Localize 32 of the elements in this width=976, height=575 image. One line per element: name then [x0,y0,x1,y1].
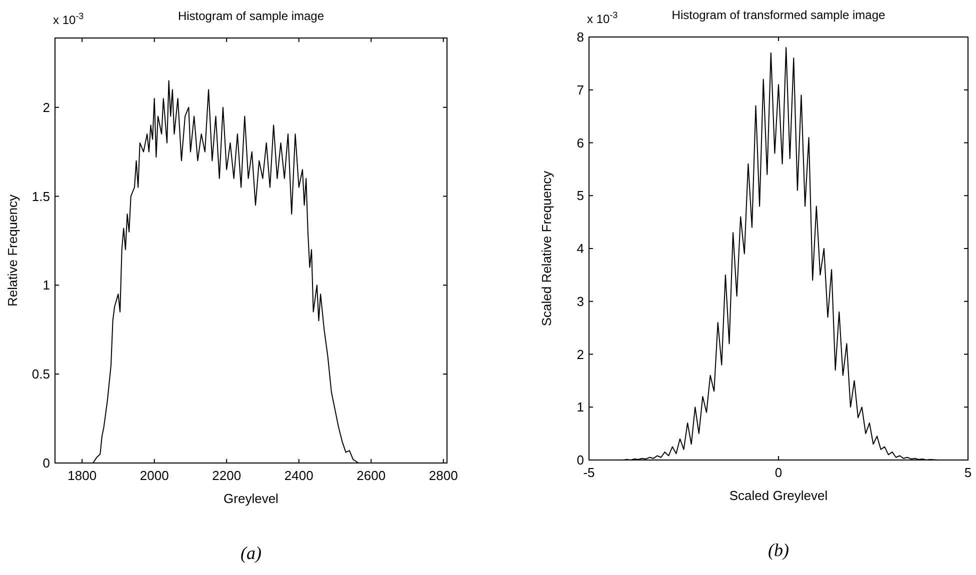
x-tick-label: 2400 [284,468,314,483]
y-tick-label: 6 [576,135,584,150]
x-axis-title: Greylevel [224,491,279,506]
chart-title: Histogram of transformed sample image [672,8,886,22]
x-axis-title: Scaled Greylevel [729,488,828,503]
x-tick-label: 0 [774,465,782,480]
y-axis-title: Scaled Relative Frequency [539,170,554,326]
y-tick-label: 2 [576,346,584,362]
y-tick-label: 0 [576,452,584,468]
y-tick-label: 5 [576,188,584,204]
y-tick-label: 1 [42,278,50,293]
x-tick-label: 1800 [68,468,97,483]
y-tick-label: 7 [576,82,584,98]
y-tick-label: 2 [42,100,50,115]
y-tick-label: 1.5 [32,188,50,204]
text: x 10$^{-3}$ [53,11,84,27]
y-axis-title: Relative Frequency [5,194,20,306]
y-tick-label: 0.5 [32,366,50,382]
x-tick-label: 5 [964,465,972,480]
x-tick-label: -5 [583,465,595,480]
chart-title: Histogram of sample image [178,9,324,23]
x-tick-label: 2000 [140,468,169,483]
y-tick-label: 4 [576,241,584,256]
text: (a) [240,543,262,563]
text: (b) [768,540,789,560]
x-tick-label: 2200 [212,468,242,483]
y-tick-label: 3 [576,294,584,309]
x-tick-label: 2600 [356,468,386,483]
x-tick-label: 2800 [428,468,458,483]
y-tick-label: 8 [576,30,584,45]
text: x 10$^{-3}$ [587,10,618,26]
y-tick-label: 1 [576,400,584,415]
